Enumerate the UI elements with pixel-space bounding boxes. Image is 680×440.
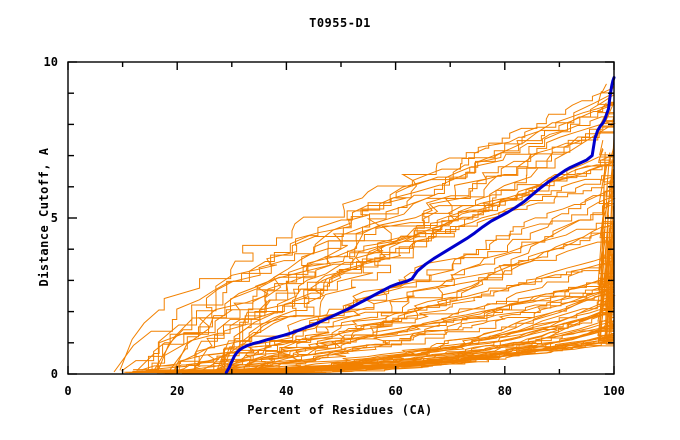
- background-series-curve: [214, 214, 615, 372]
- background-series-curve: [168, 172, 615, 372]
- background-series-curve: [224, 186, 615, 372]
- x-tick-label: 0: [64, 384, 72, 398]
- background-series-curve: [160, 169, 615, 372]
- chart-title: T0955-D1: [309, 16, 371, 30]
- background-series-curve: [146, 285, 615, 371]
- background-series-curve: [216, 85, 615, 371]
- background-series-curve: [119, 103, 615, 371]
- background-series-curve: [133, 83, 615, 371]
- background-series-curve: [141, 160, 615, 371]
- background-series-curve: [168, 222, 615, 373]
- background-series-curve: [216, 222, 615, 373]
- background-series-curve: [145, 266, 615, 371]
- background-series-curve: [214, 166, 615, 372]
- x-axis-label: Percent of Residues (CA): [247, 403, 433, 417]
- background-series-curve: [207, 229, 615, 374]
- background-series-curve: [140, 150, 615, 372]
- background-series-curve: [221, 254, 615, 373]
- x-tick-label: 100: [603, 384, 625, 398]
- background-series-curve: [153, 112, 615, 372]
- background-series-curve: [157, 102, 615, 371]
- background-series-curve: [204, 94, 615, 372]
- y-tick-label: 5: [50, 211, 58, 225]
- background-series-layer: [113, 83, 616, 374]
- y-tick-label: 0: [50, 367, 58, 381]
- x-tick-label: 80: [497, 384, 513, 398]
- y-tick-label: 10: [43, 55, 58, 69]
- background-series-curve: [189, 152, 615, 371]
- background-series-curve: [193, 179, 615, 374]
- background-series-curve: [240, 224, 615, 374]
- background-series-curve: [214, 216, 615, 374]
- background-series-curve: [129, 268, 615, 374]
- highlight-series-curve: [224, 76, 616, 374]
- background-series-curve: [147, 186, 615, 371]
- background-series-curve: [113, 149, 615, 373]
- background-series-curve: [121, 115, 615, 372]
- axes-layer: [67, 61, 615, 375]
- y-axis-label: Distance Cutoff, A: [37, 147, 51, 287]
- highlight-series-layer: [224, 76, 616, 374]
- x-tick-label: 40: [279, 384, 294, 398]
- x-tick-label: 20: [169, 384, 185, 398]
- x-tick-label: 60: [388, 384, 403, 398]
- background-series-curve: [171, 225, 615, 373]
